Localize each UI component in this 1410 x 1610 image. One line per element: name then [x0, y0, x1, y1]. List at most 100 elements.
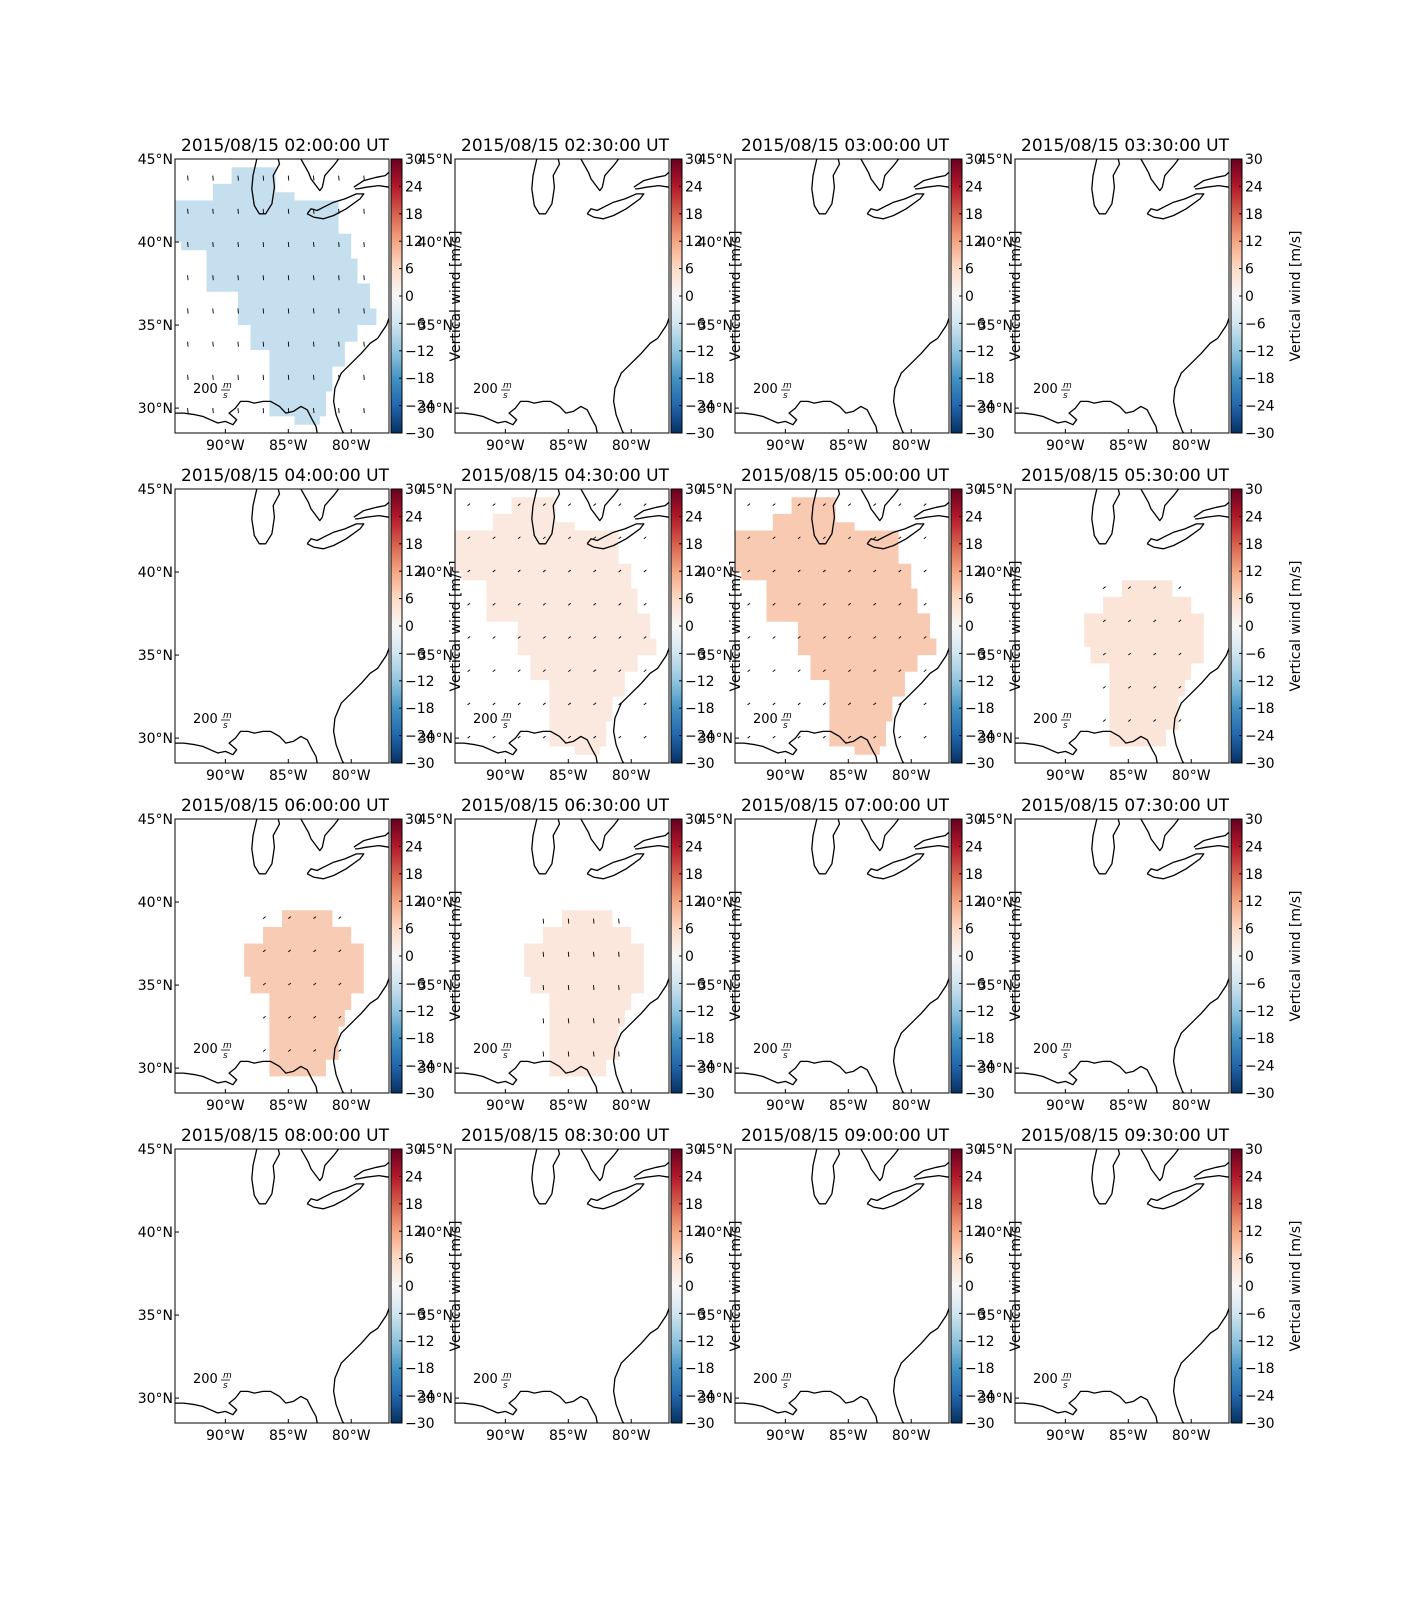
panel-title: 2015/08/15 07:30:00 UT: [1021, 796, 1230, 816]
wind-vector: [187, 275, 189, 281]
colorbar-tick-label: 30: [965, 482, 983, 498]
quiver-key: 200 ms: [753, 381, 792, 401]
coastline: [612, 648, 669, 763]
wind-vector: [923, 735, 927, 739]
wind-vector: [187, 408, 189, 414]
lon-label: 85°W: [269, 1098, 308, 1114]
colorbar: 30 24 18 12 6 0 −6 −12 −18 −24 −30 Vertical wind [m…: [950, 152, 1024, 442]
map-panel: 2015/08/15 07:00:00 UT 45°N 40°N 35°N 30°N 90…: [698, 796, 1024, 1114]
colorbar-tick-label: −18: [1245, 371, 1275, 387]
quiver-key: 200 ms: [753, 711, 792, 731]
wind-vector: [492, 536, 496, 540]
wind-vector: [797, 569, 801, 573]
lat-label: 30°N: [698, 731, 733, 747]
colorbar-tick-label: 24: [405, 1169, 423, 1185]
coastline: [860, 489, 900, 522]
quiver-key: 200 ms: [1033, 1371, 1072, 1391]
colorbar-tick-label: −6: [1245, 316, 1266, 332]
wind-vector: [542, 669, 546, 673]
wind-vector: [822, 735, 826, 739]
wind-vector: [923, 536, 927, 540]
colorbar-tick-label: −24: [1245, 1389, 1275, 1405]
lat-label: 35°N: [418, 978, 453, 994]
coastline: [735, 1060, 878, 1093]
lon-label: 80°W: [612, 438, 651, 454]
wind-vector: [848, 602, 852, 606]
quiver-key-unit-num: m: [223, 1371, 232, 1381]
colorbar-tick-label: 18: [965, 1197, 983, 1213]
colorbar-tick-label: 0: [685, 949, 694, 965]
lat-label: 45°N: [138, 482, 173, 498]
wind-vector: [593, 536, 597, 540]
colorbar-tick-label: 24: [965, 1169, 983, 1185]
lat-label: 45°N: [418, 812, 453, 828]
panel-title: 2015/08/15 08:00:00 UT: [181, 1126, 390, 1146]
wind-vector: [517, 735, 521, 739]
panel-title: 2015/08/15 08:30:00 UT: [461, 1126, 670, 1146]
coastline: [1015, 1390, 1158, 1423]
lat-label: 40°N: [138, 1225, 173, 1241]
coastline: [735, 400, 878, 433]
wind-vector: [313, 308, 315, 314]
wind-vector: [517, 669, 521, 673]
colorbar-tick-label: 18: [405, 537, 423, 553]
map-panel: 2015/08/15 05:00:00 UT 45°N 40°N 35°N 30°N 90…: [698, 466, 1024, 784]
wind-vector: [567, 1051, 570, 1057]
quiver-key-unit-num: m: [1063, 1041, 1072, 1051]
colorbar-tick-label: 6: [685, 922, 694, 938]
wind-region: [1084, 580, 1204, 747]
wind-vector: [898, 503, 902, 506]
colorbar-tick-label: 12: [965, 234, 983, 250]
coastline: [332, 318, 389, 433]
quiver-key-unit-num: m: [223, 381, 232, 391]
map-frame: [734, 818, 950, 1094]
colorbar-tick-label: −24: [405, 729, 435, 745]
colorbar-tick-label: 12: [1245, 1224, 1263, 1240]
quiver-key: 200 ms: [1033, 381, 1072, 401]
map-frame: [454, 488, 670, 764]
coastline: [353, 1161, 389, 1178]
lat-label: 40°N: [978, 235, 1013, 251]
wind-vector: [517, 503, 521, 506]
lat-label: 45°N: [698, 482, 733, 498]
coastline: [892, 648, 949, 763]
colorbar-tick-label: 6: [1245, 592, 1254, 608]
wind-vector: [898, 536, 902, 540]
colorbar-label: Vertical wind [m/s]: [728, 891, 744, 1022]
colorbar: 30 24 18 12 6 0 −6 −12 −18 −24 −30 Vertical wind [m…: [390, 482, 464, 772]
colorbar-tick-label: −6: [685, 976, 706, 992]
coastline: [1015, 730, 1158, 763]
wind-vector: [772, 735, 776, 739]
colorbar-tick-label: −12: [965, 1004, 995, 1020]
colorbar-tick-label: −12: [405, 1004, 435, 1020]
coastline: [860, 1149, 900, 1182]
wind-vector: [618, 536, 622, 540]
wind-vector: [313, 341, 315, 347]
wind-vector: [212, 241, 214, 248]
lat-label: 45°N: [418, 152, 453, 168]
colorbar-tick-label: −24: [405, 1059, 435, 1075]
colorbar-label: Vertical wind [m/s]: [728, 1221, 744, 1352]
wind-vector: [772, 602, 776, 606]
coastline: [913, 171, 949, 188]
panel-title: 2015/08/15 04:00:00 UT: [181, 466, 390, 486]
wind-vector: [288, 982, 292, 986]
coastline: [1140, 1149, 1180, 1182]
wind-vector: [313, 241, 315, 248]
wind-vector: [288, 1049, 292, 1052]
wind-vector: [747, 636, 751, 639]
wind-region: [455, 497, 657, 755]
coastline: [580, 489, 620, 522]
colorbar-tick-label: 6: [405, 592, 414, 608]
coastline: [1146, 853, 1205, 880]
wind-region: [735, 497, 937, 755]
wind-vector: [212, 374, 214, 380]
wind-vector: [898, 636, 902, 639]
lat-label: 45°N: [698, 812, 733, 828]
wind-vector: [492, 669, 496, 673]
map-area: [175, 489, 389, 763]
lon-label: 90°W: [1046, 768, 1085, 784]
colorbar-tick-label: 30: [685, 152, 703, 168]
colorbar-tick-label: 0: [965, 289, 974, 305]
quiver-key-value: 200: [1033, 1372, 1058, 1387]
